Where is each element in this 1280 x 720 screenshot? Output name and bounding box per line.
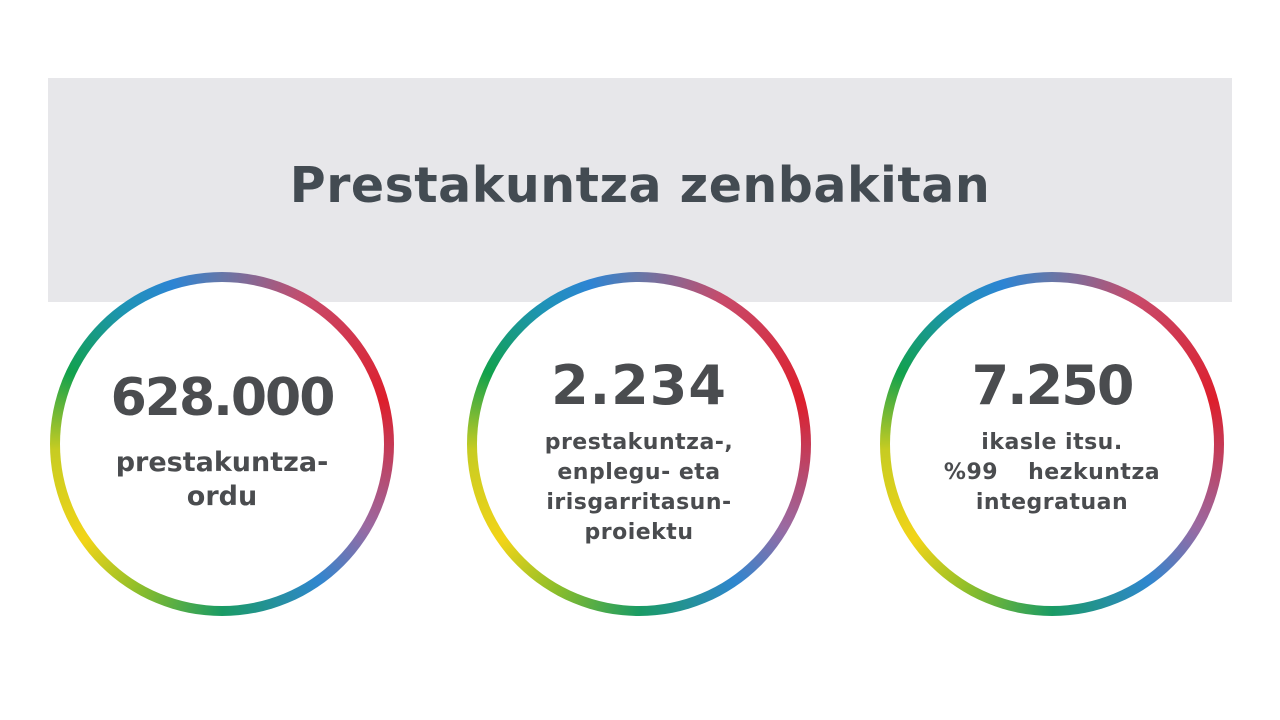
- stat-circle-hours: 628.000 prestakuntza- ordu: [50, 272, 394, 616]
- stat-circle-projects: 2.234 prestakuntza-, enplegu- eta irisga…: [467, 272, 811, 616]
- stat-label-percent: %99: [943, 460, 999, 485]
- stat-label-line-combined: %99 hezkuntza: [880, 458, 1224, 488]
- stat-circle-students: 7.250 ikasle itsu. %99 hezkuntza integrat…: [880, 272, 1224, 616]
- stat-circle-inner: [477, 282, 801, 606]
- stat-label-line: prestakuntza-,: [544, 430, 734, 455]
- stat-label-line: ordu: [186, 481, 258, 512]
- stat-label: ikasle itsu. %99 hezkuntza integratuan: [880, 428, 1224, 518]
- stat-circle-inner: [60, 282, 384, 606]
- stat-label-word: hezkuntza: [1028, 460, 1161, 485]
- stat-label-line: enplegu- eta: [557, 460, 721, 485]
- stat-label-line: integratuan: [975, 490, 1129, 515]
- title-banner: [48, 78, 1232, 302]
- stat-label: prestakuntza-, enplegu- eta irisgarritas…: [467, 428, 811, 548]
- stat-label-line: ikasle itsu.: [981, 430, 1123, 455]
- stat-number: 7.250: [971, 354, 1135, 417]
- stat-label-line: irisgarritasun-: [546, 490, 732, 515]
- stat-label-line: prestakuntza-: [115, 447, 329, 478]
- stat-label-line: proiektu: [584, 520, 694, 545]
- page-title: Prestakuntza zenbakitan: [289, 157, 991, 214]
- stat-label: prestakuntza- ordu: [50, 446, 394, 514]
- stat-number: 628.000: [110, 368, 336, 428]
- stat-circle-inner: [890, 282, 1214, 606]
- stat-number: 2.234: [551, 354, 727, 417]
